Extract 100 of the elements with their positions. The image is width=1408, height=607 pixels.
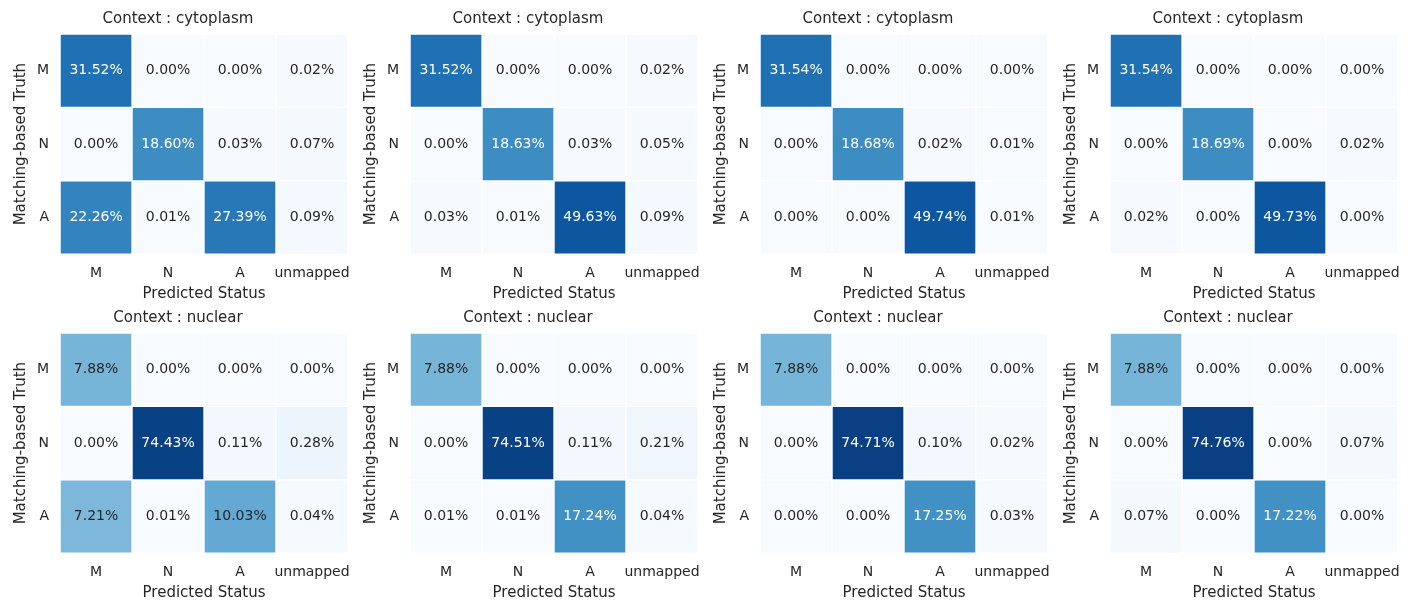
y-tick-label: N [1088,134,1100,151]
data-label: 0.00% [73,134,119,151]
data-label: 0.00% [773,208,819,225]
data-label: 74.43% [141,433,195,450]
y-tick-label: A [39,208,50,225]
x-axis-title: Predicted Status [842,283,966,302]
data-label: 0.00% [495,360,541,377]
y-tick-label: N [38,433,50,450]
y-tick-label: M [36,61,50,78]
y-tick-label: N [738,433,750,450]
x-tick-label: A [935,563,946,580]
x-tick-label: M [440,264,453,281]
x-tick-label: A [585,563,596,580]
data-label: 18.69% [1191,134,1245,151]
chart-title: Context : cytoplasm [802,8,954,27]
data-label: 0.01% [145,208,191,225]
data-label: 0.03% [217,134,263,151]
data-label: 0.00% [289,360,335,377]
y-axis-title: Matching-based Truth [710,62,729,226]
data-label: 18.60% [141,134,195,151]
y-axis-title: Matching-based Truth [1060,361,1079,525]
data-label: 0.00% [1339,61,1385,78]
data-label: 0.04% [289,507,335,524]
y-tick-label: N [1088,433,1100,450]
x-tick-label: A [585,264,596,281]
data-label: 0.00% [423,433,469,450]
data-label: 49.73% [1263,208,1317,225]
data-label: 0.00% [217,360,263,377]
x-tick-label: A [1285,264,1296,281]
data-label: 0.00% [1339,208,1385,225]
x-axis-title: Predicted Status [142,283,266,302]
x-axis-title: Predicted Status [1192,582,1316,601]
data-label: 0.00% [989,360,1035,377]
y-tick-label: M [36,360,50,377]
data-label: 0.00% [1195,61,1241,78]
data-label: 0.00% [1195,360,1241,377]
data-label: 0.09% [289,208,335,225]
x-tick-label: N [862,563,874,580]
y-tick-label: M [1086,61,1100,78]
x-axis-title: Predicted Status [842,582,966,601]
data-label: 0.02% [639,61,685,78]
data-label: 7.21% [73,507,119,524]
chart-title: Context : cytoplasm [1152,8,1304,27]
y-tick-label: M [736,360,750,377]
y-tick-label: N [388,134,400,151]
data-label: 0.01% [423,507,469,524]
data-label: 0.02% [989,433,1035,450]
y-axis-title: Matching-based Truth [360,361,379,525]
data-label: 0.03% [989,507,1035,524]
data-label: 31.52% [419,61,473,78]
data-label: 7.88% [1123,360,1169,377]
x-axis-title: Predicted Status [492,582,616,601]
data-label: 74.71% [841,433,895,450]
y-tick-label: M [386,360,400,377]
x-tick-label: M [90,264,103,281]
data-label: 74.51% [491,433,545,450]
data-label: 0.00% [845,507,891,524]
y-tick-label: A [39,507,50,524]
chart-title: Context : nuclear [813,307,944,326]
x-tick-label: unmapped [274,264,350,281]
data-label: 31.52% [69,61,123,78]
x-tick-label: N [512,563,524,580]
data-label: 0.00% [917,360,963,377]
data-label: 0.02% [289,61,335,78]
data-label: 10.03% [213,507,267,524]
data-label: 0.01% [495,208,541,225]
x-tick-label: M [1140,264,1153,281]
data-label: 0.11% [567,433,613,450]
y-tick-label: M [386,61,400,78]
chart-title: Context : nuclear [1163,307,1294,326]
data-label: 0.00% [145,61,191,78]
x-tick-label: M [90,563,103,580]
data-label: 0.02% [917,134,963,151]
data-label: 0.00% [1267,433,1313,450]
x-tick-label: M [790,563,803,580]
data-label: 7.88% [73,360,119,377]
data-label: 0.00% [567,360,613,377]
data-label: 0.05% [639,134,685,151]
data-label: 0.00% [423,134,469,151]
data-label: 0.00% [1195,208,1241,225]
data-label: 0.03% [423,208,469,225]
x-tick-label: N [862,264,874,281]
data-label: 49.63% [563,208,617,225]
data-label: 0.00% [73,433,119,450]
data-label: 0.10% [917,433,963,450]
y-tick-label: N [38,134,50,151]
data-label: 0.00% [1339,360,1385,377]
data-label: 0.00% [1267,134,1313,151]
data-label: 0.00% [773,507,819,524]
data-label: 0.01% [989,208,1035,225]
x-axis-title: Predicted Status [1192,283,1316,302]
data-label: 0.00% [1195,507,1241,524]
data-label: 0.21% [639,433,685,450]
x-tick-label: N [512,264,524,281]
data-label: 0.00% [1267,360,1313,377]
chart-title: Context : nuclear [113,307,244,326]
y-tick-label: M [736,61,750,78]
y-axis-title: Matching-based Truth [10,62,29,226]
x-tick-label: unmapped [974,264,1050,281]
data-label: 0.00% [1123,134,1169,151]
